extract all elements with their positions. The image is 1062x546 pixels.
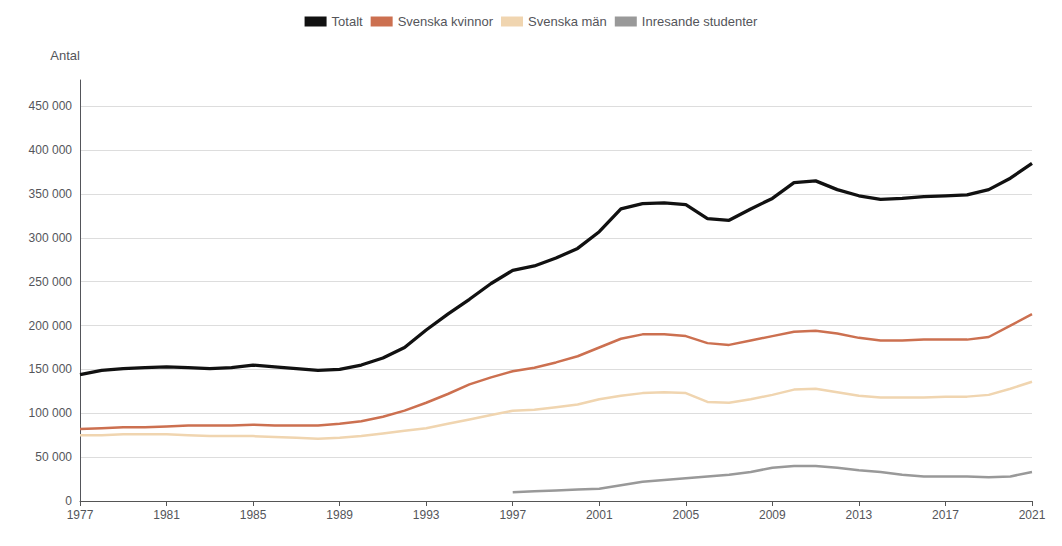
svg-text:Svenska män: Svenska män [528, 14, 607, 29]
svg-text:0: 0 [65, 494, 72, 508]
svg-text:300 000: 300 000 [29, 231, 73, 245]
svg-text:1977: 1977 [67, 508, 94, 522]
svg-text:2021: 2021 [1019, 508, 1046, 522]
svg-text:1993: 1993 [413, 508, 440, 522]
svg-text:100 000: 100 000 [29, 406, 73, 420]
svg-text:400 000: 400 000 [29, 143, 73, 157]
svg-text:Svenska kvinnor: Svenska kvinnor [398, 14, 494, 29]
svg-text:1997: 1997 [499, 508, 526, 522]
svg-text:150 000: 150 000 [29, 362, 73, 376]
svg-text:1985: 1985 [240, 508, 267, 522]
svg-text:1981: 1981 [153, 508, 180, 522]
svg-text:2013: 2013 [846, 508, 873, 522]
svg-text:50 000: 50 000 [35, 450, 72, 464]
svg-text:250 000: 250 000 [29, 275, 73, 289]
svg-text:2001: 2001 [586, 508, 613, 522]
svg-text:2005: 2005 [672, 508, 699, 522]
svg-text:Antal: Antal [50, 48, 80, 63]
svg-text:200 000: 200 000 [29, 319, 73, 333]
svg-text:350 000: 350 000 [29, 187, 73, 201]
svg-text:2017: 2017 [932, 508, 959, 522]
svg-text:2009: 2009 [759, 508, 786, 522]
svg-text:1989: 1989 [326, 508, 353, 522]
svg-text:Inresande studenter: Inresande studenter [642, 14, 758, 29]
svg-text:450 000: 450 000 [29, 99, 73, 113]
svg-text:Totalt: Totalt [332, 14, 363, 29]
